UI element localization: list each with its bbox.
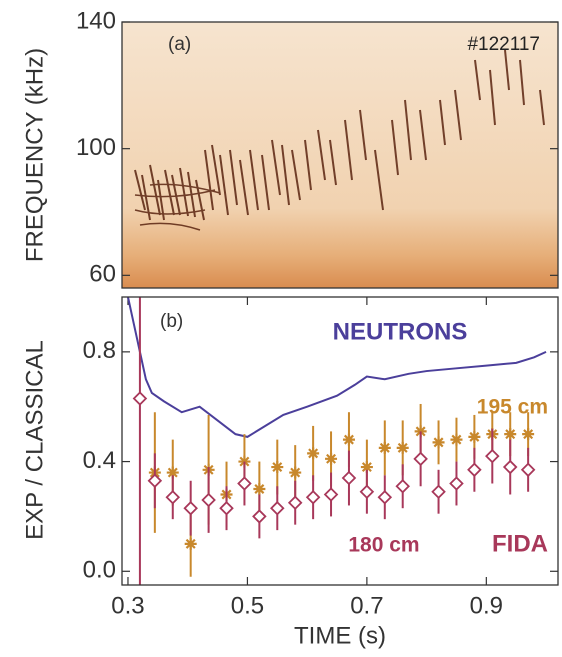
diamond-marker (377, 489, 393, 505)
diamond-marker (449, 476, 464, 491)
annotation: #122117 (467, 34, 540, 55)
asterisk-marker (504, 428, 517, 441)
asterisk-marker (238, 455, 251, 468)
asterisk-marker (450, 433, 463, 446)
plot-frame (121, 296, 559, 586)
diamond-marker (183, 500, 198, 516)
asterisk-marker (360, 461, 373, 474)
asterisk-marker (342, 433, 355, 446)
asterisk-marker (184, 537, 197, 550)
diamond-marker (287, 495, 303, 510)
x-tick-label: 0.5 (231, 592, 264, 619)
series-label: NEUTRONS (333, 318, 468, 345)
series-label: 180 cm (348, 534, 419, 557)
annotation: (b) (160, 311, 183, 332)
diamond-marker (520, 462, 536, 478)
diamond-marker (270, 500, 285, 516)
annotation: FIDA (492, 530, 548, 557)
asterisk-marker (378, 441, 391, 454)
y-axis-label: FREQUENCY (kHz) (21, 48, 48, 262)
diamond-marker (201, 492, 216, 508)
diamond-marker (132, 391, 148, 406)
asterisk-marker (166, 466, 179, 479)
y-tick-label: 0.4 (83, 447, 116, 474)
plot-frame (121, 21, 559, 289)
asterisk-marker (271, 461, 284, 474)
asterisk-marker (468, 430, 481, 443)
diamond-marker (252, 509, 267, 524)
y-tick-label: 0.0 (83, 557, 116, 584)
diamond-marker (305, 489, 321, 505)
asterisk-marker (289, 466, 302, 479)
diamond-marker (395, 478, 410, 494)
diamond-marker (502, 459, 518, 475)
diamond-marker (359, 484, 375, 500)
diamond-marker (485, 448, 500, 464)
asterisk-marker (307, 447, 320, 460)
asterisk-marker (432, 436, 445, 449)
y-tick-label: 140 (76, 7, 116, 34)
spectrogram-texture (122, 22, 558, 288)
series-label: 195 cm (477, 396, 548, 419)
diamond-marker (165, 489, 181, 505)
asterisk-marker (253, 483, 266, 495)
diamond-marker (219, 500, 234, 516)
diamond-marker (341, 470, 357, 486)
diamond-marker (237, 476, 252, 491)
y-tick-label: 100 (76, 134, 116, 161)
asterisk-marker (522, 428, 535, 441)
x-tick-label: 0.7 (350, 592, 383, 619)
x-axis-label: TIME (s) (294, 622, 386, 649)
diamond-marker (323, 487, 339, 502)
diamond-marker (413, 451, 428, 467)
asterisk-marker (396, 441, 409, 454)
annotation: (a) (168, 34, 191, 55)
diamond-marker (431, 484, 446, 500)
x-tick-label: 0.9 (470, 592, 503, 619)
y-tick-label: 60 (89, 261, 116, 288)
y-tick-label: 0.8 (83, 337, 116, 364)
diamond-marker (467, 462, 482, 478)
asterisk-marker (325, 452, 338, 465)
diamond-marker (147, 473, 163, 489)
line (126, 296, 547, 438)
y-axis-label: EXP / CLASSICAL (21, 340, 48, 540)
x-tick-label: 0.3 (111, 592, 144, 619)
